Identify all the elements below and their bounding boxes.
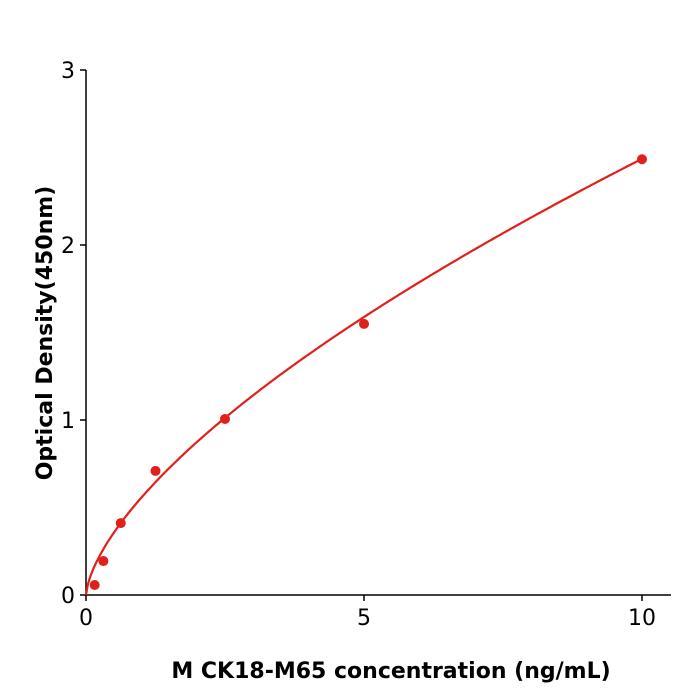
- y-tick-label: 0: [61, 584, 75, 609]
- data-point: [359, 318, 369, 329]
- data-point: [637, 154, 647, 165]
- data-point: [220, 413, 230, 424]
- data-point: [89, 580, 100, 591]
- x-tick-label: 0: [79, 606, 93, 631]
- data-point: [115, 518, 126, 529]
- y-axis-label: Optical Density(450nm): [33, 186, 58, 481]
- x-tick-label: 5: [357, 606, 371, 631]
- y-tick-label: 2: [61, 234, 75, 259]
- fit-curve: [84, 157, 643, 596]
- data-point: [98, 556, 109, 567]
- x-axis-label: M CK18-M65 concentration (ng/mL): [171, 659, 610, 684]
- x-tick-label: 10: [628, 606, 656, 631]
- data-point: [150, 465, 161, 476]
- y-tick-label: 3: [61, 59, 75, 84]
- y-tick-label: 1: [61, 409, 75, 434]
